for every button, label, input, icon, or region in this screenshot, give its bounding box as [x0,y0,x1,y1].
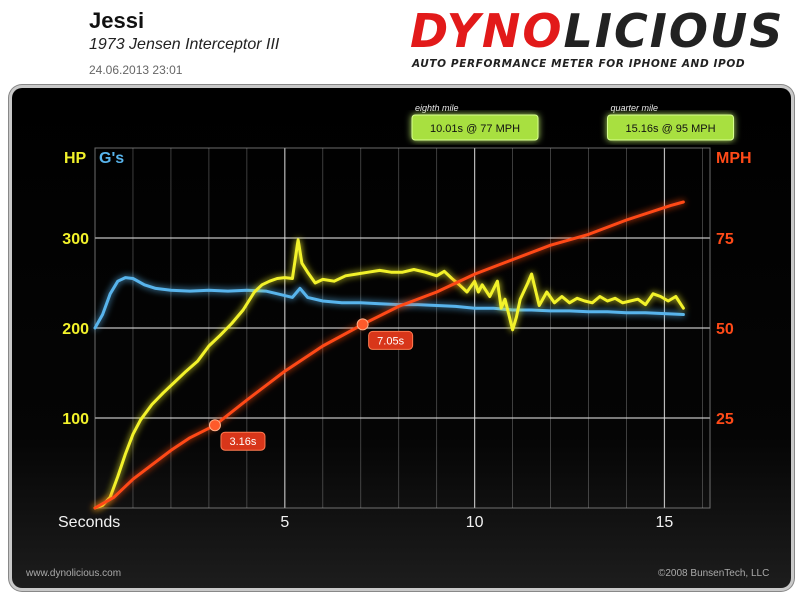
marker-title: quarter mile [611,103,659,113]
logo-word-red: DYNO [410,4,564,58]
marker-title: eighth mile [415,103,459,113]
left-tick-label: 300 [62,231,89,248]
left-tick-label: 200 [62,321,89,338]
annotation-label: 7.05s [377,335,404,347]
annotation-dot [356,318,369,331]
driver-name: Jessi [89,8,145,33]
distance-marker-lines [474,138,672,508]
annotation-label: 3.16s [230,436,257,448]
axis-labels: HP G's MPH 100 200 300 25 50 75 5 10 15 Seconds [58,150,752,531]
distance-marker-labels: eighth mile 10.01s @ 77 MPH quarter mile 15… [411,103,735,141]
logo-tagline: AUTO PERFORMANCE METER FOR IPHONE AND IP… [412,58,746,70]
x-tick-label: 5 [280,514,289,531]
series-lines [93,200,685,510]
x-axis-label: Seconds [58,514,120,531]
right-tick-label: 25 [716,411,734,428]
grid [94,147,711,509]
run-datetime: 24.06.2013 23:01 [89,63,183,77]
marker-label: 15.16s @ 95 MPH [625,123,715,135]
annotation-box [220,431,266,451]
x-tick-label: 10 [466,514,484,531]
left-tick-label: 100 [62,411,89,428]
logo-wordmark: DYNOLICIOUS [410,6,784,56]
right-tick-label: 75 [716,231,734,248]
marker-label: 10.01s @ 77 MPH [430,123,520,135]
right-axis-label-mph: MPH [716,150,752,167]
marker-box [607,114,735,141]
series-line-mph [93,200,685,510]
footer-copyright: ©2008 BunsenTech, LLC [658,568,770,579]
logo-word-black: LICIOUS [563,4,785,58]
dynolicious-logo: DYNOLICIOUS AUTO PERFORMANCE METER FOR I… [410,6,790,72]
x-tick-label: 15 [656,514,674,531]
left-axis-label-hp: HP [64,150,87,167]
series-line-hp [93,238,685,510]
annotation-box [368,330,414,350]
time-annotations: 3.16s 7.05s [208,318,414,451]
marker-box [411,114,539,141]
right-tick-label: 50 [716,321,734,338]
car-model: 1973 Jensen Interceptor III [89,36,280,53]
footer-website: www.dynolicious.com [26,568,122,579]
annotation-dot [208,419,221,432]
series-line-gs [93,276,685,330]
left-axis-label-gs: G's [99,150,124,167]
